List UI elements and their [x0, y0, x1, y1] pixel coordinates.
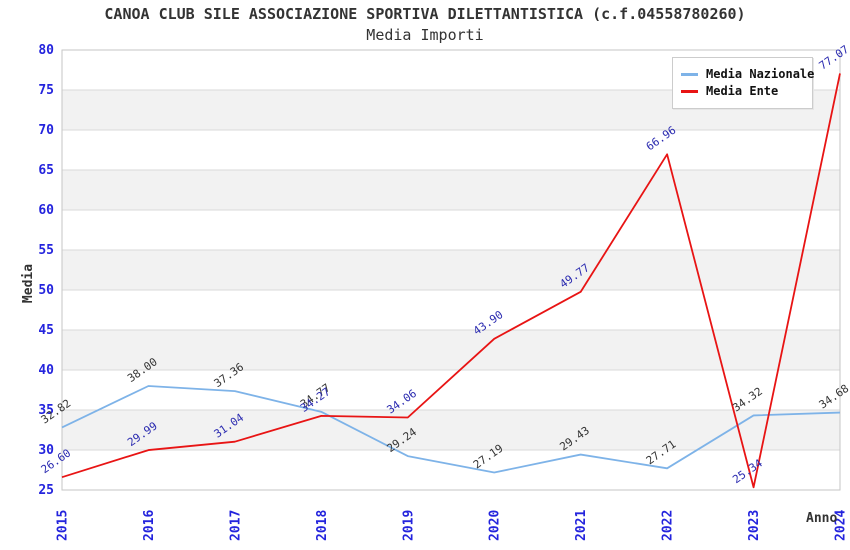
background-band — [62, 170, 840, 210]
x-tick-label: 2016 — [142, 510, 157, 541]
chart-subtitle: Media Importi — [366, 26, 484, 44]
series-line-nazionale — [61, 385, 841, 474]
y-tick-label: 25 — [38, 483, 54, 498]
background-band — [62, 330, 840, 370]
legend-label-nazionale: Media Nazionale — [706, 67, 815, 81]
point-label-nazionale: 34.68 — [817, 382, 850, 412]
nazionale-line-swatch-icon — [681, 72, 698, 76]
y-tick-label: 30 — [38, 443, 54, 458]
y-tick-label: 55 — [38, 243, 54, 258]
point-label-ente: 77.07 — [817, 43, 850, 73]
x-tick-label: 2015 — [56, 510, 71, 541]
y-tick-label: 35 — [38, 403, 54, 418]
legend-item-nazionale: Media Nazionale — [681, 67, 814, 81]
y-axis-title: Media — [21, 263, 37, 304]
y-tick-label: 40 — [38, 363, 54, 378]
background-band — [62, 410, 840, 450]
x-tick-label: 2023 — [747, 510, 762, 541]
y-tick-label: 50 — [38, 283, 54, 298]
x-tick-label: 2021 — [574, 510, 589, 541]
x-tick-label: 2018 — [315, 510, 330, 541]
x-tick-label: 2020 — [488, 510, 503, 541]
plot-border — [61, 49, 841, 491]
x-axis-title: Anno — [806, 511, 838, 526]
chart-title: CANOA CLUB SILE ASSOCIAZIONE SPORTIVA DI… — [104, 5, 746, 23]
y-tick-label: 70 — [38, 123, 54, 138]
x-tick-label: 2017 — [228, 510, 243, 541]
y-tick-label: 65 — [38, 163, 54, 178]
x-tick-label: 2024 — [834, 510, 849, 541]
x-tick-label: 2022 — [661, 510, 676, 541]
y-tick-label: 80 — [38, 43, 54, 58]
y-tick-label: 45 — [38, 323, 54, 338]
legend-label-ente: Media Ente — [706, 84, 779, 98]
series-line-ente — [61, 73, 841, 489]
ente-line-swatch-icon — [681, 89, 698, 93]
background-band — [62, 250, 840, 290]
legend-item-ente: Media Ente — [681, 84, 804, 98]
x-tick-label: 2019 — [401, 510, 416, 541]
point-label-ente: 25.34 — [730, 456, 765, 486]
y-tick-label: 75 — [38, 83, 54, 98]
legend: Media Nazionale Media Ente — [672, 57, 814, 109]
y-tick-label: 60 — [38, 203, 54, 218]
